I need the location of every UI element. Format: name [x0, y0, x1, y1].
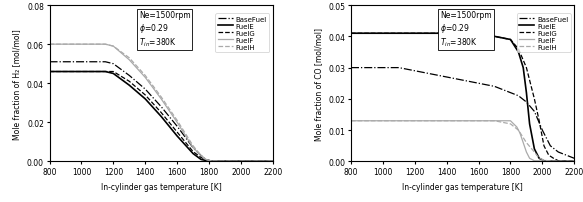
Y-axis label: Mole fraction of CO [mol/mol]: Mole fraction of CO [mol/mol]	[314, 28, 323, 140]
Text: Ne=1500rpm
$\phi$=0.29
$T_{in}$=380K: Ne=1500rpm $\phi$=0.29 $T_{in}$=380K	[440, 11, 492, 49]
Y-axis label: Mole fraction of H₂ [mol/mol]: Mole fraction of H₂ [mol/mol]	[12, 29, 22, 139]
X-axis label: In-cylinder gas temperature [K]: In-cylinder gas temperature [K]	[402, 182, 523, 190]
Legend: BaseFuel, FuelE, FuelG, FuelF, FuelH: BaseFuel, FuelE, FuelG, FuelF, FuelH	[517, 14, 571, 53]
Text: Ne=1500rpm
$\phi$=0.29
$T_{in}$=380K: Ne=1500rpm $\phi$=0.29 $T_{in}$=380K	[139, 11, 191, 49]
X-axis label: In-cylinder gas temperature [K]: In-cylinder gas temperature [K]	[101, 182, 222, 190]
Legend: BaseFuel, FuelE, FuelG, FuelF, FuelH: BaseFuel, FuelE, FuelG, FuelF, FuelH	[215, 14, 269, 53]
